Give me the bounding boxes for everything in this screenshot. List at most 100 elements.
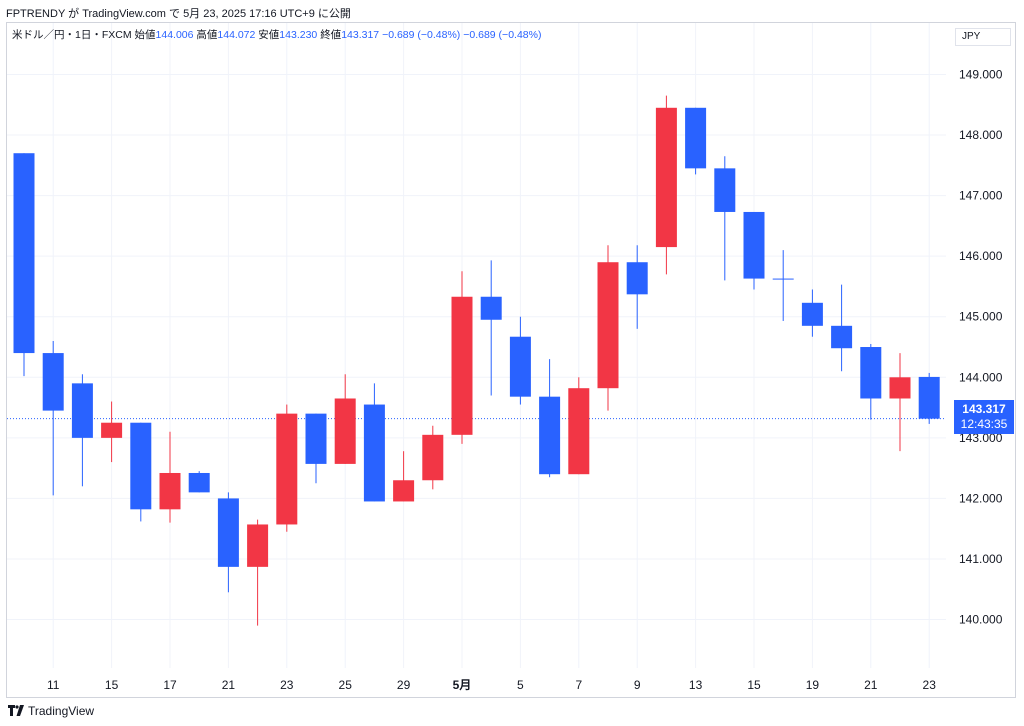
candle-body: [801, 302, 823, 326]
candle[interactable]: [217, 492, 239, 593]
open-value: 144.006: [155, 29, 194, 41]
x-tick-label: 15: [105, 678, 119, 692]
candle-body: [363, 404, 385, 502]
y-tick-label: 142.000: [959, 491, 1003, 505]
candle[interactable]: [130, 422, 152, 522]
x-tick-label: 13: [689, 678, 703, 692]
candle-body: [159, 472, 181, 510]
symbol-name: 米ドル／円・1日・FXCM: [12, 29, 132, 41]
candle[interactable]: [860, 343, 882, 420]
candle-body: [305, 413, 327, 464]
y-tick-label: 149.000: [959, 67, 1003, 81]
candle[interactable]: [334, 374, 356, 464]
x-tick-label: 15: [747, 678, 761, 692]
candle[interactable]: [159, 431, 181, 523]
candle-body: [860, 347, 882, 399]
candle-body: [597, 262, 619, 389]
x-axis: 11 15 17 21 23 25 29 5月 5 7 9 13 15 19 21 23: [47, 678, 936, 692]
candle-body: [42, 353, 64, 411]
candle[interactable]: [509, 316, 531, 405]
low-value: 143.230: [279, 29, 318, 41]
candle[interactable]: [305, 413, 327, 484]
candle[interactable]: [889, 353, 911, 452]
close-value: 143.317: [341, 29, 380, 41]
y-tick-label: 146.000: [959, 249, 1003, 263]
candle[interactable]: [743, 211, 765, 290]
candle[interactable]: [422, 425, 444, 490]
y-tick-label: 145.000: [959, 310, 1003, 324]
candle-body: [451, 296, 473, 435]
candle-body: [831, 325, 853, 349]
brand-name: TradingView: [28, 704, 95, 718]
y-axis: 149.000 148.000 147.000 146.000 145.000 144.0…: [959, 67, 1003, 626]
candle-body: [334, 398, 356, 464]
currency-button[interactable]: JPY: [955, 28, 1011, 46]
x-tick-label: 5月: [453, 678, 472, 692]
candle-body: [889, 377, 911, 399]
candles: [13, 95, 940, 626]
x-tick-label: 7: [575, 678, 582, 692]
chart-frame: [6, 22, 1016, 698]
candle[interactable]: [655, 95, 677, 275]
x-tick-label: 21: [864, 678, 878, 692]
candle[interactable]: [188, 471, 210, 493]
candle[interactable]: [42, 340, 64, 496]
tradingview-logo-icon: [8, 705, 24, 717]
candle[interactable]: [451, 271, 473, 444]
candle[interactable]: [101, 401, 123, 463]
open-label: 始値: [134, 29, 156, 41]
candle[interactable]: [539, 359, 561, 478]
high-label: 高値: [196, 29, 218, 41]
candle[interactable]: [714, 156, 736, 281]
candle[interactable]: [247, 519, 269, 626]
candle-body: [743, 211, 765, 279]
x-tick-label: 19: [806, 678, 820, 692]
bar-countdown: 12:43:35: [960, 417, 1008, 431]
x-tick-label: 17: [163, 678, 177, 692]
candle[interactable]: [597, 245, 619, 411]
candle-body: [568, 388, 590, 475]
candle[interactable]: [480, 260, 502, 396]
candle[interactable]: [13, 153, 35, 377]
candle-body: [247, 524, 269, 567]
candle-body: [539, 396, 561, 475]
candle[interactable]: [772, 250, 794, 321]
candle-body: [714, 168, 736, 212]
x-tick-label: 25: [339, 678, 353, 692]
symbol-legend: 米ドル／円・1日・FXCM 始値144.006 高値144.072 安値143.…: [12, 27, 541, 42]
x-tick-label: 23: [280, 678, 294, 692]
candle[interactable]: [71, 374, 93, 487]
candle-body: [130, 422, 152, 510]
y-tick-label: 148.000: [959, 128, 1003, 142]
candle-body: [655, 107, 677, 248]
candle-body: [13, 153, 35, 354]
tradingview-brand[interactable]: TradingView: [8, 704, 94, 718]
candle[interactable]: [626, 245, 648, 329]
close-label: 終値: [320, 29, 342, 41]
y-tick-label: 143.000: [959, 431, 1003, 445]
candle[interactable]: [363, 383, 385, 502]
published-caption: FPTRENDY が TradingView.com で 5月 23, 2025…: [6, 8, 351, 20]
candle[interactable]: [801, 289, 823, 337]
candle[interactable]: [568, 377, 590, 475]
x-tick-label: 5: [517, 678, 524, 692]
candle-body: [422, 434, 444, 481]
last-price-value: 143.317: [962, 402, 1006, 416]
x-tick-label: 11: [47, 678, 60, 692]
candle-body: [188, 472, 210, 493]
x-tick-label: 9: [634, 678, 641, 692]
candle-body: [276, 413, 298, 525]
candle[interactable]: [831, 284, 853, 372]
candle[interactable]: [685, 107, 707, 175]
last-price-tag: 143.317 12:43:35: [954, 400, 1014, 434]
candle[interactable]: [393, 451, 415, 502]
candle[interactable]: [918, 372, 940, 424]
x-tick-label: 23: [923, 678, 937, 692]
change-value: −0.689 (−0.48%): [382, 29, 461, 41]
y-tick-label: 141.000: [959, 552, 1003, 566]
candle-body: [685, 107, 707, 169]
candle[interactable]: [276, 404, 298, 532]
y-tick-label: 144.000: [959, 370, 1003, 384]
low-label: 安値: [258, 29, 280, 41]
